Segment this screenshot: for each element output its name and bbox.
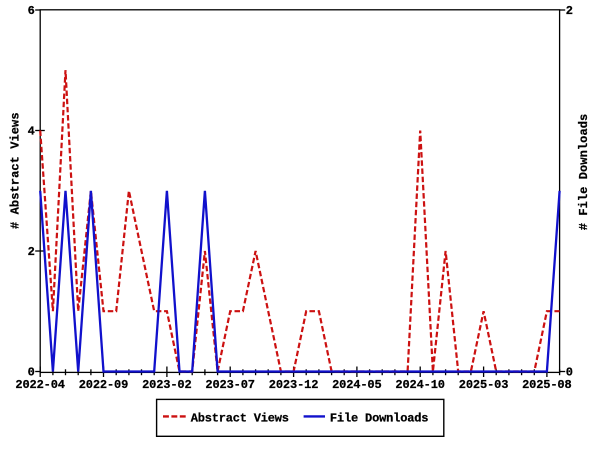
svg-text:Abstract Views: Abstract Views [191,412,289,426]
svg-text:2024-10: 2024-10 [395,378,445,392]
svg-text:2024-05: 2024-05 [332,378,382,392]
svg-text:2: 2 [566,4,573,18]
svg-text:0: 0 [566,366,573,380]
svg-text:# Abstract Views: # Abstract Views [9,112,23,229]
svg-text:2023-07: 2023-07 [205,378,255,392]
svg-text:0: 0 [28,366,35,380]
svg-text:2025-08: 2025-08 [522,378,572,392]
svg-text:# File Downloads: # File Downloads [577,114,591,231]
svg-text:2025-03: 2025-03 [459,378,509,392]
svg-text:2023-12: 2023-12 [269,378,319,392]
svg-text:File Downloads: File Downloads [330,412,429,426]
svg-text:2: 2 [28,245,35,259]
svg-text:2022-04: 2022-04 [15,378,65,392]
svg-text:2022-09: 2022-09 [79,378,129,392]
svg-text:2023-02: 2023-02 [142,378,192,392]
svg-text:4: 4 [28,125,35,139]
svg-text:6: 6 [28,4,35,18]
